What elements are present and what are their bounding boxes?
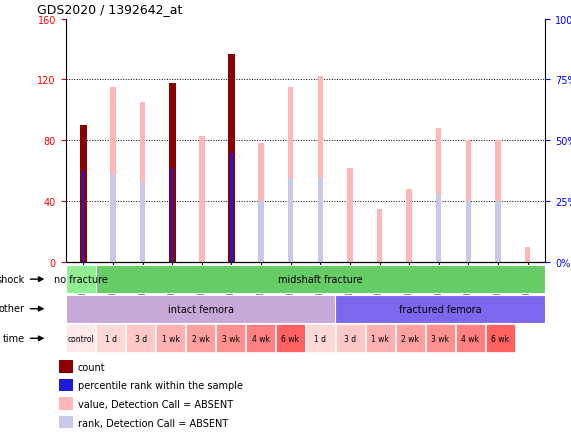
Text: 3 d: 3 d bbox=[135, 334, 147, 343]
Text: control: control bbox=[67, 334, 94, 343]
Text: 2 wk: 2 wk bbox=[401, 334, 419, 343]
Bar bbox=[525, 247, 530, 263]
Bar bbox=[436, 129, 441, 263]
Bar bbox=[170, 197, 175, 263]
Text: 1 d: 1 d bbox=[104, 334, 116, 343]
Text: 6 wk: 6 wk bbox=[282, 334, 300, 343]
Bar bbox=[59, 416, 73, 428]
Bar bbox=[407, 190, 412, 263]
Bar bbox=[288, 179, 293, 263]
Bar bbox=[66, 295, 335, 323]
Bar bbox=[366, 325, 395, 352]
Bar bbox=[306, 325, 335, 352]
Bar bbox=[466, 202, 471, 263]
Bar bbox=[171, 168, 173, 263]
Bar bbox=[466, 141, 471, 263]
Bar bbox=[276, 325, 305, 352]
Bar bbox=[335, 295, 545, 323]
Text: 3 wk: 3 wk bbox=[431, 334, 449, 343]
Text: shock: shock bbox=[0, 274, 25, 284]
Bar bbox=[140, 103, 145, 263]
Text: other: other bbox=[0, 303, 25, 313]
Bar bbox=[317, 77, 323, 263]
Bar bbox=[231, 153, 232, 263]
Bar bbox=[110, 88, 116, 263]
Bar bbox=[59, 397, 73, 410]
Bar bbox=[66, 325, 95, 352]
Bar bbox=[486, 325, 515, 352]
Bar bbox=[347, 168, 352, 263]
Text: fractured femora: fractured femora bbox=[399, 304, 482, 314]
Bar bbox=[336, 325, 365, 352]
Bar bbox=[246, 325, 275, 352]
Text: 3 wk: 3 wk bbox=[222, 334, 240, 343]
Text: 1 wk: 1 wk bbox=[372, 334, 389, 343]
Bar bbox=[495, 141, 501, 263]
Text: time: time bbox=[3, 333, 25, 343]
Text: 1 d: 1 d bbox=[315, 334, 327, 343]
Bar bbox=[229, 159, 234, 263]
Bar bbox=[426, 325, 455, 352]
Bar bbox=[59, 379, 73, 391]
Text: 3 d: 3 d bbox=[344, 334, 356, 343]
Text: 2 wk: 2 wk bbox=[192, 334, 210, 343]
Text: 4 wk: 4 wk bbox=[461, 334, 480, 343]
Bar bbox=[495, 202, 501, 263]
Bar bbox=[110, 174, 116, 263]
Bar bbox=[377, 209, 382, 263]
Bar bbox=[169, 83, 175, 263]
Text: 1 wk: 1 wk bbox=[162, 334, 179, 343]
Text: rank, Detection Call = ABSENT: rank, Detection Call = ABSENT bbox=[78, 418, 228, 427]
Bar bbox=[126, 325, 155, 352]
Bar bbox=[288, 88, 293, 263]
Bar bbox=[199, 136, 204, 263]
Text: GDS2020 / 1392642_at: GDS2020 / 1392642_at bbox=[37, 3, 183, 16]
Bar bbox=[216, 325, 245, 352]
Bar bbox=[259, 144, 264, 263]
Text: value, Detection Call = ABSENT: value, Detection Call = ABSENT bbox=[78, 399, 233, 409]
Text: percentile rank within the sample: percentile rank within the sample bbox=[78, 381, 243, 391]
Text: no fracture: no fracture bbox=[54, 275, 107, 284]
Bar bbox=[436, 194, 441, 263]
Bar bbox=[259, 202, 264, 263]
Bar bbox=[96, 325, 125, 352]
Bar bbox=[228, 54, 235, 263]
Bar bbox=[80, 126, 87, 263]
Text: count: count bbox=[78, 362, 106, 372]
Bar bbox=[140, 184, 145, 263]
Bar bbox=[456, 325, 485, 352]
Text: midshaft fracture: midshaft fracture bbox=[278, 275, 363, 284]
Text: intact femora: intact femora bbox=[167, 304, 234, 314]
Bar bbox=[396, 325, 425, 352]
Text: 6 wk: 6 wk bbox=[491, 334, 509, 343]
Text: 4 wk: 4 wk bbox=[251, 334, 270, 343]
Bar bbox=[66, 266, 96, 293]
Bar bbox=[59, 360, 73, 373]
Bar bbox=[186, 325, 215, 352]
Bar bbox=[81, 179, 86, 263]
Bar bbox=[156, 325, 185, 352]
Bar bbox=[317, 179, 323, 263]
Bar bbox=[82, 171, 85, 263]
